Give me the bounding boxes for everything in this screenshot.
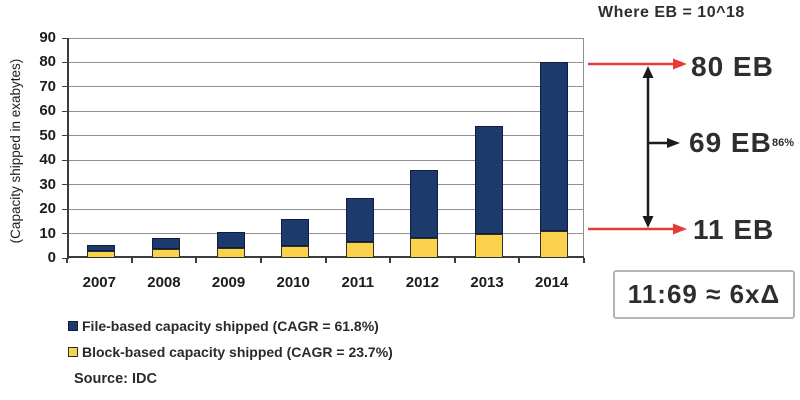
bar-2012-file-segment [410,170,439,239]
file-based-swatch-icon [68,321,78,331]
red-arrow-11eb [588,223,687,235]
bar-2011-block-segment [345,242,374,258]
x-tick-mark-3 [259,258,262,263]
y-tick-label-60: 60 [39,102,56,120]
plot-right-border [583,38,584,256]
gridline-40 [69,159,584,161]
x-tick-label-2013: 2013 [470,274,504,291]
y-tick-mark-70 [62,86,69,88]
y-tick-mark-10 [62,233,69,235]
gridline-10 [69,233,584,235]
bar-2012-block-segment [410,238,439,258]
x-tick-label-2009: 2009 [211,274,246,291]
bar-2013-file-segment [475,126,504,234]
bar-2007-file-segment [87,244,116,251]
block-based-swatch-icon [68,347,78,357]
bar-2009-file-segment [216,232,245,249]
x-tick-mark-7 [518,258,521,263]
bar-2013-block-segment [475,233,504,258]
gridline-50 [69,135,584,137]
y-tick-label-90: 90 [39,29,56,46]
bar-2010-block-segment [281,245,310,258]
gridline-20 [69,208,584,210]
red-arrow-80eb [588,58,687,70]
y-tick-mark-30 [62,184,69,186]
x-tick-label-2011: 2011 [341,274,375,291]
y-tick-mark-50 [62,135,69,137]
y-tick-mark-60 [62,110,69,112]
x-tick-mark-1 [130,258,133,263]
ratio-box-text: 11:69 ≈ 6xΔ [627,279,781,309]
y-tick-mark-80 [62,61,69,63]
bar-2014-file-segment [539,62,568,232]
y-tick-label-40: 40 [39,151,56,169]
x-tick-mark-0 [66,258,68,263]
y-tick-mark-40 [62,159,69,161]
bar-2009-block-segment [216,248,245,258]
gridline-30 [69,184,584,186]
legend-label-block: Block-based capacity shipped (CAGR = 23.… [82,344,393,360]
eb-definition-note: Where EB = 10^18 [598,4,745,21]
y-tick-label-70: 70 [39,77,56,95]
plot-area [67,37,584,258]
source-note: Source: IDC [74,371,157,387]
y-tick-label-80: 80 [39,53,56,71]
y-tick-label-50: 50 [39,126,56,144]
callout-86pct: 86% [772,137,795,149]
x-tick-mark-2 [195,258,198,263]
callout-69eb: 69 EB [689,127,772,158]
y-tick-mark-0 [62,257,69,259]
y-tick-label-30: 30 [39,175,56,193]
x-tick-mark-4 [324,258,327,263]
x-tick-label-2008: 2008 [147,274,181,291]
x-tick-label-2012: 2012 [405,274,440,291]
legend-label-file: File-based capacity shipped (CAGR = 61.8… [82,318,379,334]
gridline-70 [69,86,584,88]
bar-2008-block-segment [151,249,180,258]
x-tick-label-2010: 2010 [276,274,310,291]
delta-span-arrow [642,66,680,228]
x-tick-mark-5 [389,258,392,263]
callout-80eb: 80 EB [691,51,774,82]
x-tick-label-2007: 2007 [82,274,116,291]
y-tick-mark-20 [62,208,69,210]
bar-2010-file-segment [281,218,310,246]
x-tick-label-2014: 2014 [535,274,569,291]
bar-2011-file-segment [345,198,374,243]
gridline-80 [69,61,584,63]
legend-item-file: File-based capacity shipped (CAGR = 61.8… [68,318,393,334]
x-tick-mark-6 [453,258,456,263]
x-tick-mark-8 [583,258,585,263]
y-tick-label-0: 0 [47,249,56,266]
bar-2008-file-segment [151,238,180,250]
legend: File-based capacity shipped (CAGR = 61.8… [68,318,393,370]
gridline-60 [69,110,584,112]
y-tick-label-10: 10 [39,224,56,242]
gridline-90 [69,37,584,39]
callout-11eb: 11 EB [693,214,775,245]
ratio-box: 11:69 ≈ 6xΔ [613,270,795,319]
y-tick-label-20: 20 [39,200,56,218]
bar-2014-block-segment [539,231,568,258]
legend-item-block: Block-based capacity shipped (CAGR = 23.… [68,344,393,360]
bar-2007-block-segment [87,250,116,258]
y-tick-mark-90 [62,37,69,39]
